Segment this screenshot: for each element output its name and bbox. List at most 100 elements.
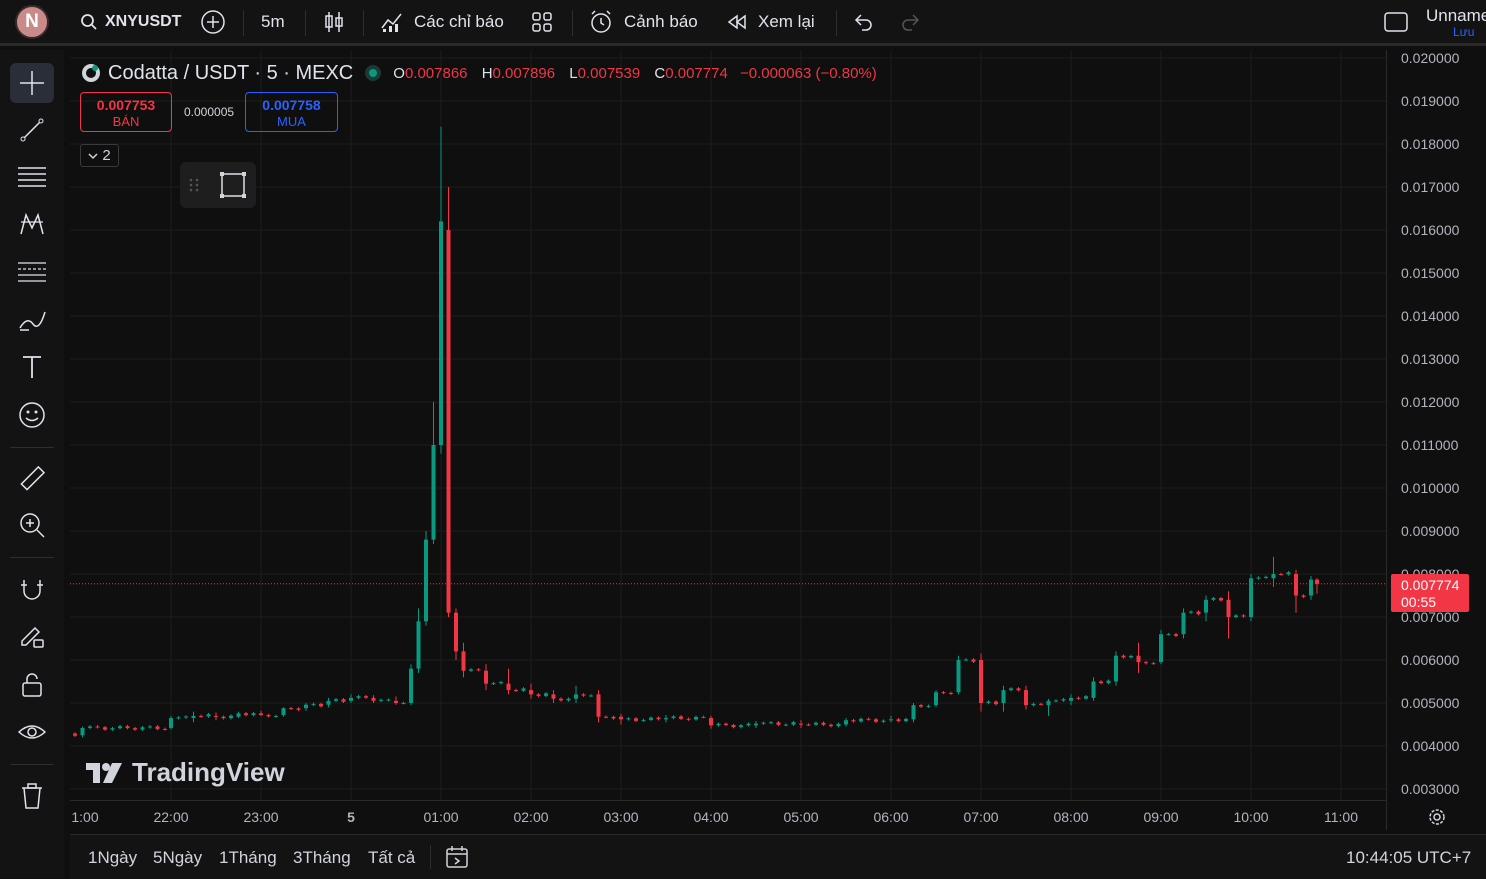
indicators-icon: [381, 13, 402, 32]
candle-body: [274, 716, 278, 718]
candle-body: [259, 713, 263, 716]
candles-icon: [325, 12, 343, 32]
floating-drawing-toolbar: [180, 162, 256, 208]
fib-tool[interactable]: [10, 157, 54, 197]
candle-body: [574, 694, 578, 699]
candle-body: [671, 716, 676, 719]
drag-handle-icon[interactable]: [189, 177, 199, 193]
replay-button[interactable]: Xem lại: [726, 0, 815, 44]
horizontal-lines-icon: [18, 167, 46, 187]
price-tick-label: 0.020000: [1401, 50, 1460, 66]
candle-body: [986, 701, 991, 703]
range-button[interactable]: 5Ngày: [153, 848, 203, 867]
lock-tool[interactable]: [10, 665, 54, 705]
crosshair-tool[interactable]: [10, 63, 54, 103]
symbol-title[interactable]: Codatta / USDT · 5 · MEXC: [108, 61, 354, 84]
candle-body: [1301, 595, 1306, 597]
candle-body: [1181, 612, 1186, 635]
price-axis[interactable]: 0.020000 0.019000 0.018000 0.017000 0.016000…: [1386, 50, 1486, 830]
range-button[interactable]: 3Tháng: [293, 848, 351, 867]
sell-price: 0.007753: [96, 97, 156, 113]
sell-label: BÁN: [112, 114, 140, 129]
zoom-tool[interactable]: [10, 505, 54, 545]
pattern-icon: [20, 212, 44, 235]
crosshair-icon: [20, 71, 44, 95]
indicators-button[interactable]: Các chỉ báo: [380, 0, 504, 44]
candle-body: [499, 682, 503, 684]
candle-body: [919, 705, 923, 707]
time-tick-label: 22:00: [153, 809, 189, 825]
low-key: L: [569, 64, 578, 82]
sell-button[interactable]: 0.007753 BÁN: [80, 92, 172, 132]
forecasting-tool[interactable]: [10, 251, 54, 291]
candle-body: [214, 715, 218, 717]
user-avatar[interactable]: N: [15, 5, 49, 39]
open-value: 0.007866: [404, 64, 468, 82]
candle-body: [289, 708, 293, 710]
indicators-collapse-button[interactable]: 2: [80, 144, 119, 167]
candle-body: [754, 723, 758, 726]
candle-body: [694, 716, 698, 720]
pattern-tool[interactable]: [10, 204, 54, 244]
compare-add-button[interactable]: [200, 0, 226, 44]
time-axis[interactable]: 1:00 22:00 23:00 5 01:00 02:00 03:00 04:00 05:00…: [70, 800, 1386, 833]
candlestick-chart[interactable]: [58, 50, 1386, 800]
candle-body: [1084, 696, 1088, 699]
symbol-search-button[interactable]: XNYUSDT: [80, 0, 181, 44]
candle-body: [1061, 699, 1066, 701]
undo-button[interactable]: [852, 0, 874, 44]
last-price-label: 0.007774 00:55: [1391, 574, 1469, 612]
candle-body: [1166, 634, 1171, 636]
candle-body: [1099, 681, 1103, 684]
chart-pane[interactable]: [58, 50, 1386, 800]
smiley-icon: [19, 402, 45, 428]
undo-icon: [854, 14, 872, 31]
candle-body: [859, 718, 863, 722]
chart-type-button[interactable]: [322, 0, 346, 44]
candle-body: [881, 720, 886, 722]
candle-body: [401, 703, 406, 704]
time-tick-label: 05:00: [783, 809, 819, 825]
magnet-icon: [21, 580, 43, 600]
separator: [430, 845, 431, 869]
interval-button[interactable]: 5m: [261, 0, 285, 44]
candle-body: [155, 726, 160, 729]
layout-name[interactable]: Unname: [1426, 6, 1486, 25]
icon-tool[interactable]: [10, 395, 54, 435]
hide-tool[interactable]: [10, 712, 54, 752]
range-button[interactable]: Tất cả: [368, 848, 416, 867]
layout-manager-button[interactable]: [1383, 0, 1409, 44]
candle-body: [439, 221, 443, 445]
separator: [305, 10, 306, 36]
redo-button[interactable]: [900, 0, 922, 44]
candle-body: [716, 723, 721, 726]
go-to-date-icon[interactable]: [445, 845, 471, 869]
measure-tool[interactable]: [10, 459, 54, 499]
save-status[interactable]: Lưu: [1453, 25, 1475, 39]
spread-value: 0.000005: [184, 105, 235, 119]
buy-button[interactable]: 0.007758 MUA: [245, 92, 338, 132]
templates-button[interactable]: [531, 0, 553, 44]
magnet-tool[interactable]: [10, 570, 54, 610]
brush-tool[interactable]: [10, 300, 54, 340]
range-button[interactable]: 1Ngày: [88, 848, 138, 867]
candle-body: [476, 669, 481, 671]
candle-body: [529, 690, 533, 695]
rectangle-select-icon[interactable]: [218, 170, 248, 200]
text-tool[interactable]: [10, 347, 54, 387]
separator: [10, 764, 54, 765]
market-status-icon[interactable]: [365, 65, 382, 81]
range-button[interactable]: 1Tháng: [219, 848, 277, 867]
alert-button[interactable]: Cảnh báo: [588, 0, 698, 44]
zoom-in-icon: [20, 513, 45, 538]
forecast-icon: [18, 262, 46, 282]
trend-line-tool[interactable]: [10, 110, 54, 150]
candle-body: [551, 694, 556, 699]
remove-tool[interactable]: [10, 776, 54, 816]
chart-settings-icon[interactable]: [1426, 806, 1448, 828]
drawing-mode-tool[interactable]: [10, 617, 54, 657]
candle-body: [1249, 578, 1253, 617]
clock[interactable]: 10:44:05 UTC+7: [1346, 848, 1472, 867]
plus-circle-icon: [201, 10, 225, 34]
buy-label: MUA: [277, 114, 306, 129]
